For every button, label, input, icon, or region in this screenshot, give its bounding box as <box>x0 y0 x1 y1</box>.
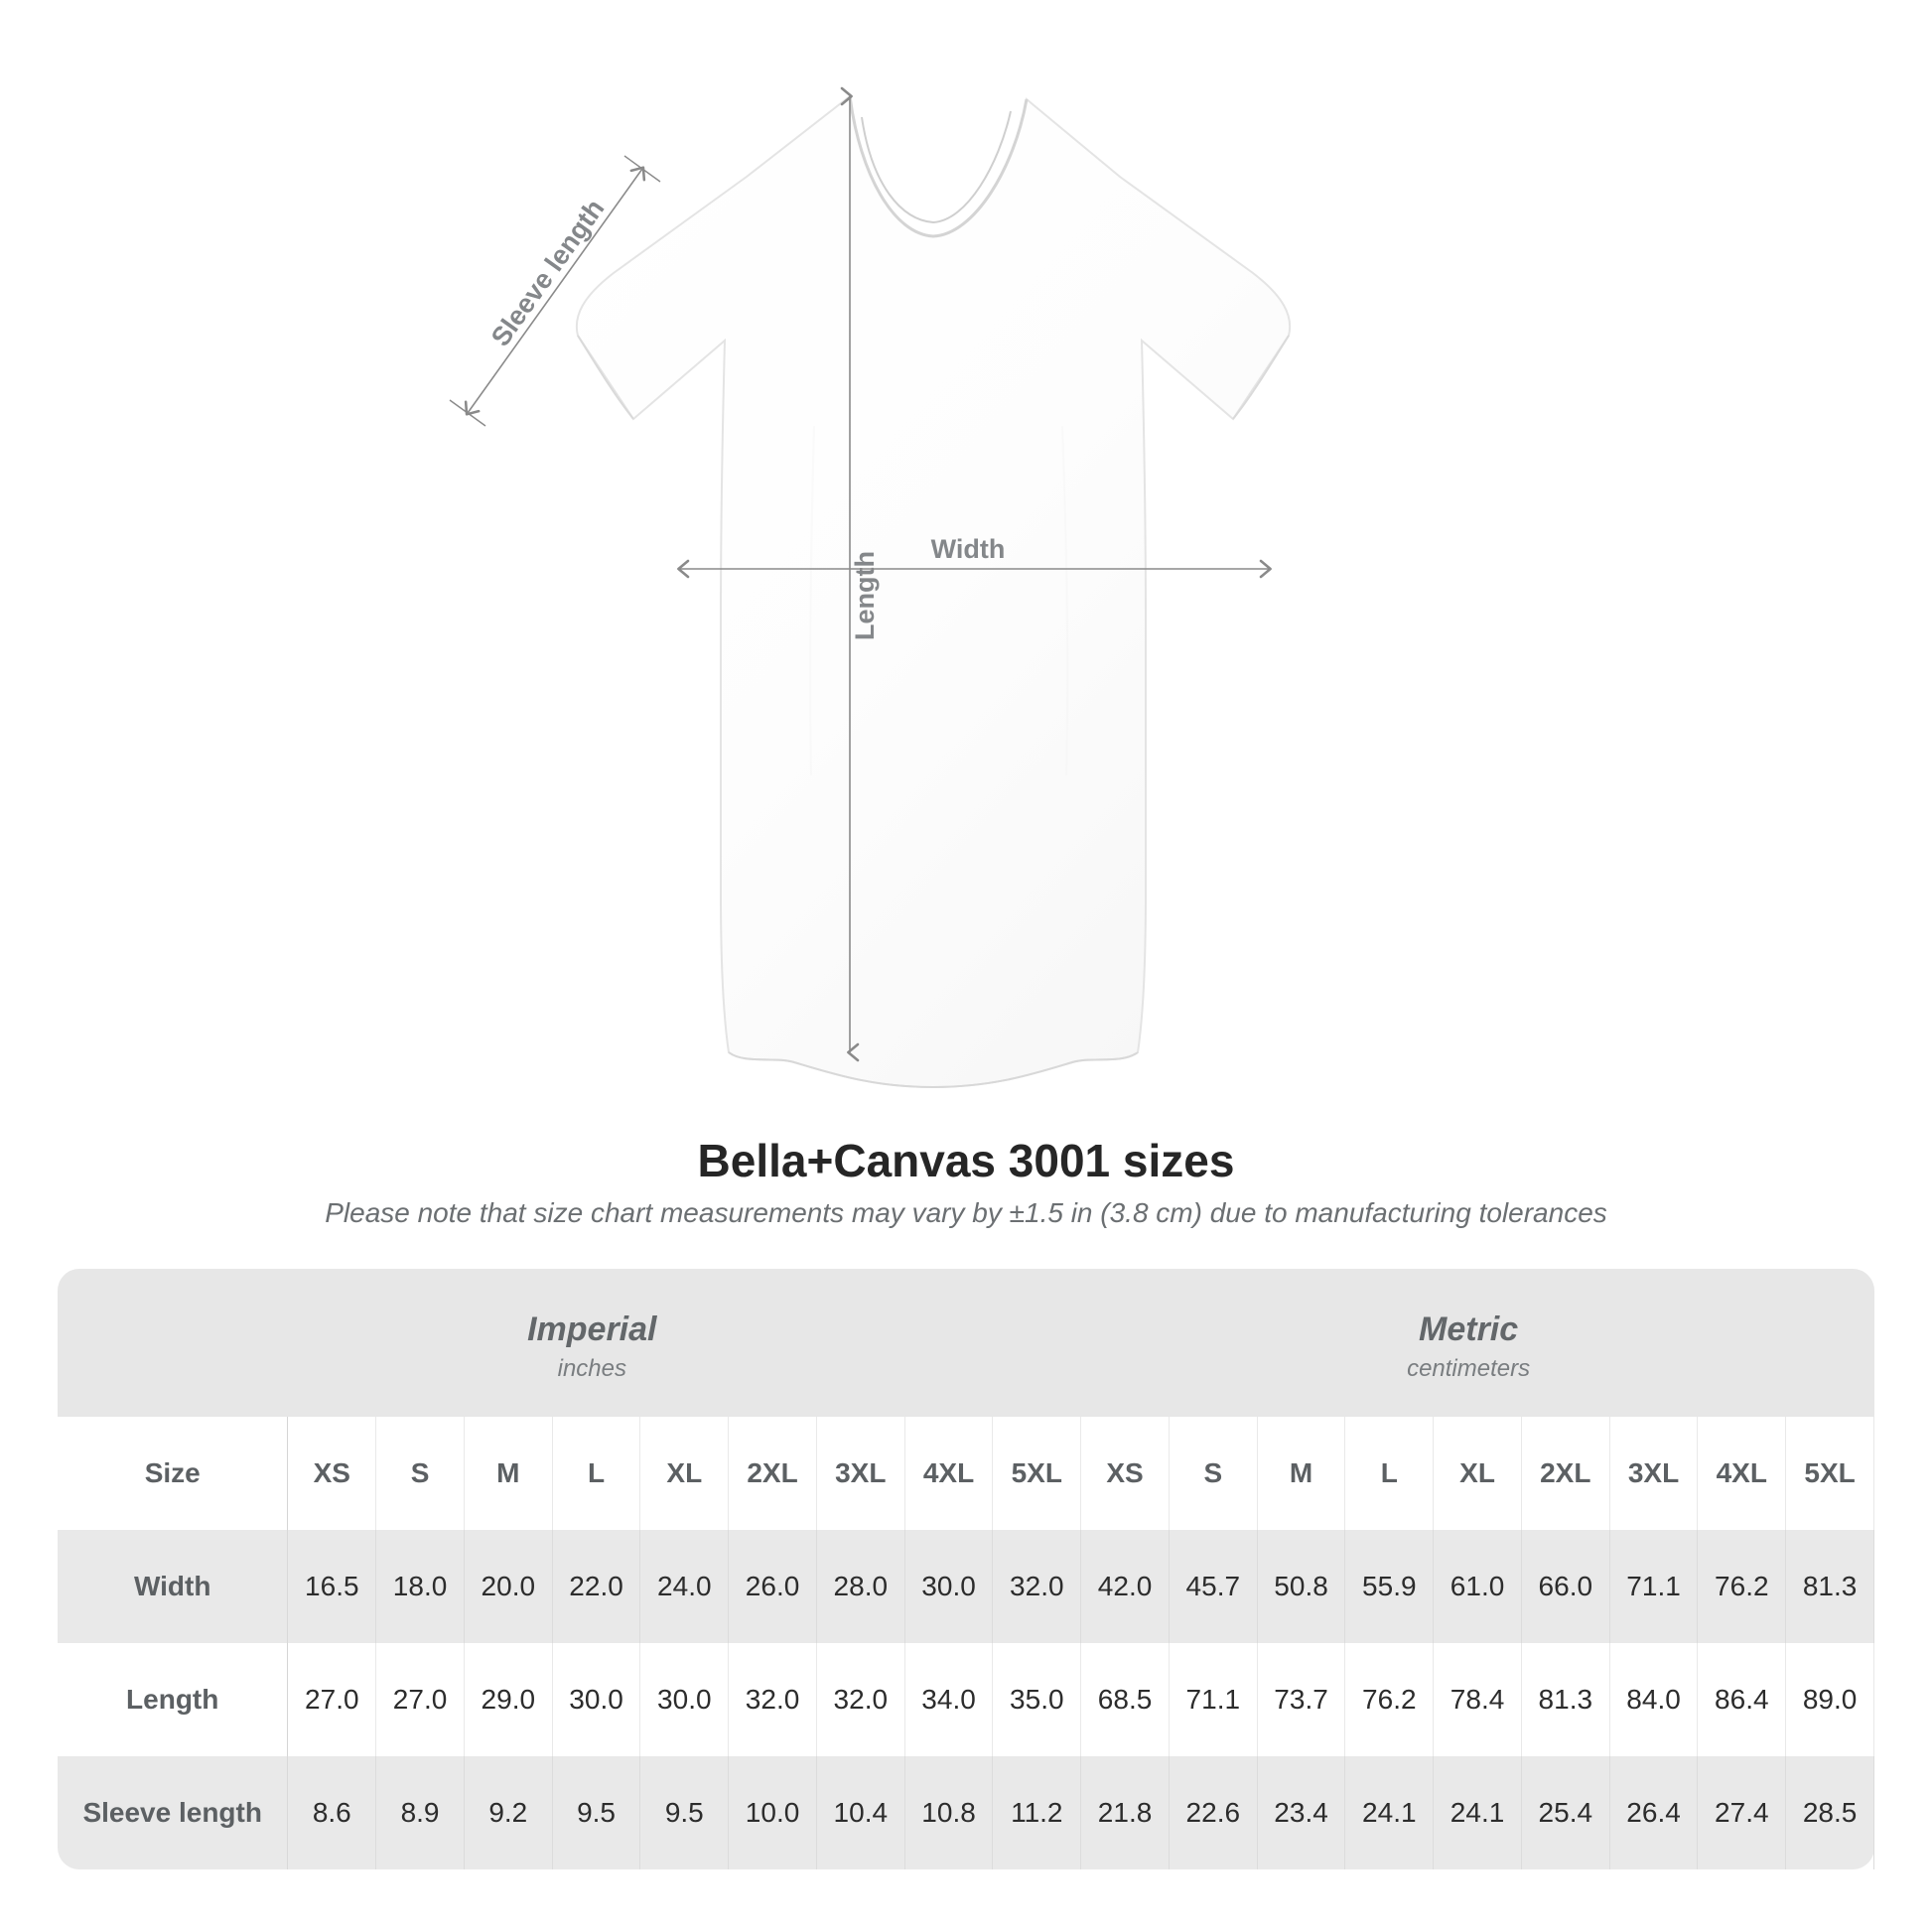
svg-text:Width: Width <box>931 534 1006 564</box>
svg-text:Length: Length <box>850 551 880 640</box>
